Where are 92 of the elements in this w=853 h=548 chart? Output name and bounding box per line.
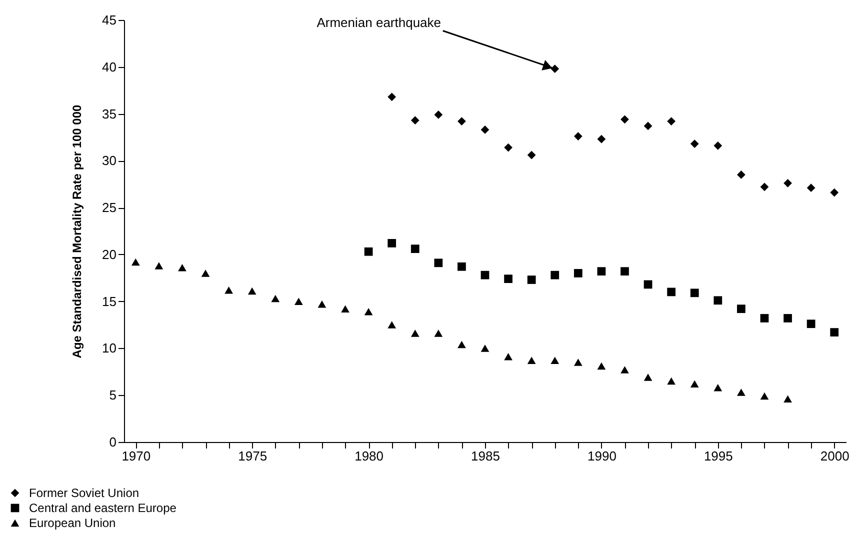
- point: [714, 384, 722, 392]
- point: [388, 92, 396, 102]
- point: [644, 374, 652, 381]
- point: [574, 132, 582, 140]
- point: [760, 314, 769, 322]
- point: [830, 188, 839, 197]
- point: [737, 388, 746, 396]
- point: [597, 362, 606, 370]
- point: [480, 270, 490, 280]
- legend-label: Central and eastern Europe: [29, 501, 177, 515]
- x-tick-label: 2000: [820, 448, 850, 464]
- point: [410, 330, 420, 337]
- y-tick-label: 45: [102, 12, 116, 28]
- y-tick-label: 10: [102, 340, 116, 356]
- point: [504, 353, 512, 360]
- x-tick-label: 1970: [122, 448, 151, 464]
- point: [504, 274, 512, 284]
- x-tick-label: 1990: [587, 448, 616, 464]
- point: [504, 143, 512, 152]
- point: [784, 395, 792, 402]
- legend-label: Former Soviet Union: [29, 486, 140, 500]
- point: [527, 276, 536, 284]
- x-tick-label: 1975: [238, 448, 268, 464]
- x-tick-label: 1985: [471, 448, 500, 464]
- y-tick-label: 15: [102, 294, 116, 309]
- point: [364, 247, 373, 256]
- point: [458, 262, 466, 271]
- y-tick-label: 5: [109, 388, 116, 403]
- point: [690, 288, 699, 298]
- point: [527, 356, 536, 364]
- point: [154, 262, 164, 270]
- point: [458, 117, 466, 126]
- point: [644, 122, 652, 130]
- point: [690, 380, 699, 388]
- point: [574, 269, 582, 278]
- point: [574, 358, 582, 366]
- point: [620, 366, 629, 374]
- point: [597, 134, 606, 144]
- point: [667, 377, 676, 385]
- point: [388, 321, 396, 328]
- point: [550, 356, 560, 364]
- point: [737, 304, 746, 314]
- point: [294, 298, 303, 305]
- point: [784, 314, 792, 322]
- point: [806, 320, 816, 328]
- point: [410, 116, 420, 125]
- point: [458, 340, 466, 348]
- point: [760, 182, 769, 192]
- y-tick-label: 25: [102, 200, 116, 216]
- point: [620, 267, 629, 276]
- point: [201, 270, 210, 277]
- point: [550, 270, 560, 280]
- point: [667, 288, 676, 296]
- point: [527, 150, 536, 160]
- legend-label: European Union: [29, 516, 116, 530]
- point: [760, 392, 769, 400]
- y-tick-label: 0: [109, 434, 116, 450]
- point: [364, 308, 373, 316]
- point: [388, 239, 396, 248]
- y-tick-label: 35: [102, 106, 116, 122]
- y-tick-label: 40: [102, 59, 116, 74]
- point: [178, 264, 186, 272]
- point: [667, 117, 676, 126]
- y-axis-title: Age Standardised Mortality Rate per 100 000: [70, 104, 84, 358]
- point: [644, 280, 652, 289]
- point: [434, 330, 443, 337]
- point: [550, 64, 560, 73]
- point: [131, 258, 140, 266]
- point: [830, 328, 839, 336]
- point: [434, 258, 443, 268]
- point: [714, 141, 722, 150]
- point: [318, 300, 326, 308]
- point: [341, 305, 350, 312]
- point: [224, 286, 233, 294]
- annotation: Armenian earthquake: [316, 14, 442, 30]
- point: [434, 110, 443, 119]
- point: [410, 244, 420, 253]
- point: [737, 170, 746, 179]
- y-tick-label: 30: [102, 153, 116, 168]
- point: [480, 126, 490, 134]
- point: [806, 184, 816, 192]
- point: [714, 296, 722, 305]
- point: [690, 140, 699, 148]
- point: [784, 178, 792, 188]
- y-tick-label: 20: [102, 246, 116, 262]
- point: [597, 267, 606, 276]
- point: [620, 115, 629, 124]
- x-tick-label: 1980: [354, 448, 384, 464]
- point: [480, 344, 490, 352]
- point: [271, 294, 280, 302]
- x-tick-label: 1995: [704, 448, 733, 464]
- point: [248, 287, 256, 295]
